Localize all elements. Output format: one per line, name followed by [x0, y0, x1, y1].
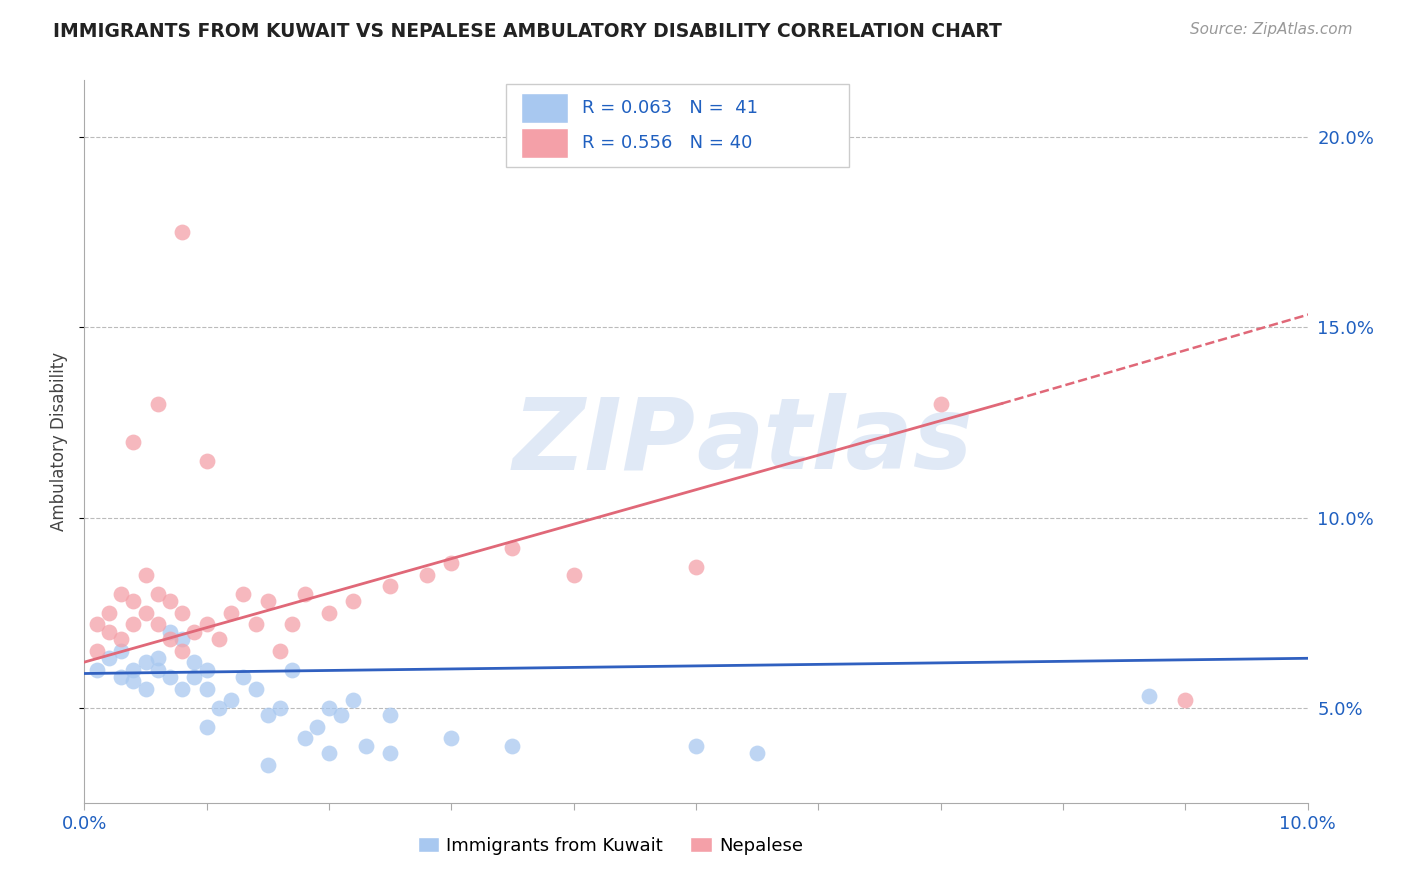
Point	[416, 567, 439, 582]
Point	[318, 606, 340, 620]
Point	[245, 617, 267, 632]
Point	[146, 617, 169, 632]
Point	[342, 693, 364, 707]
FancyBboxPatch shape	[522, 93, 568, 123]
Point	[172, 606, 194, 620]
Point	[232, 587, 254, 601]
Point	[232, 670, 254, 684]
Text: IMMIGRANTS FROM KUWAIT VS NEPALESE AMBULATORY DISABILITY CORRELATION CHART: IMMIGRANTS FROM KUWAIT VS NEPALESE AMBUL…	[53, 22, 1002, 41]
Legend: Immigrants from Kuwait, Nepalese: Immigrants from Kuwait, Nepalese	[411, 830, 810, 863]
Point	[159, 594, 181, 608]
Point	[110, 587, 132, 601]
Text: ZIP: ZIP	[513, 393, 696, 490]
Point	[110, 643, 132, 657]
Point	[294, 587, 316, 601]
Point	[208, 632, 231, 647]
Point	[257, 708, 280, 723]
Point	[110, 632, 132, 647]
Point	[1137, 690, 1160, 704]
Point	[172, 643, 194, 657]
Point	[281, 617, 304, 632]
Point	[269, 643, 291, 657]
Point	[122, 594, 145, 608]
Point	[172, 681, 194, 696]
Point	[86, 643, 108, 657]
Point	[342, 594, 364, 608]
Point	[122, 434, 145, 449]
Point	[172, 226, 194, 240]
Point	[305, 720, 328, 734]
Point	[135, 567, 157, 582]
Point	[269, 700, 291, 714]
Point	[281, 663, 304, 677]
Point	[195, 663, 218, 677]
Text: Source: ZipAtlas.com: Source: ZipAtlas.com	[1189, 22, 1353, 37]
Point	[219, 693, 242, 707]
Text: R = 0.556   N = 40: R = 0.556 N = 40	[582, 134, 752, 153]
Point	[183, 655, 205, 669]
Point	[122, 663, 145, 677]
Point	[183, 624, 205, 639]
Point	[146, 663, 169, 677]
Point	[257, 594, 280, 608]
Point	[318, 700, 340, 714]
Point	[146, 587, 169, 601]
Point	[562, 567, 585, 582]
Point	[380, 579, 402, 593]
Point	[747, 747, 769, 761]
FancyBboxPatch shape	[522, 128, 568, 158]
Point	[183, 670, 205, 684]
Point	[685, 560, 707, 574]
Point	[122, 617, 145, 632]
Point	[440, 731, 463, 746]
Point	[86, 617, 108, 632]
Point	[294, 731, 316, 746]
Point	[146, 651, 169, 665]
Point	[135, 655, 157, 669]
Point	[97, 606, 120, 620]
Point	[380, 708, 402, 723]
Point	[195, 681, 218, 696]
Point	[195, 453, 218, 467]
Point	[380, 747, 402, 761]
Point	[1174, 693, 1197, 707]
Point	[122, 674, 145, 689]
Point	[502, 541, 524, 555]
Point	[685, 739, 707, 753]
Point	[208, 700, 231, 714]
Point	[135, 606, 157, 620]
Point	[159, 624, 181, 639]
Point	[245, 681, 267, 696]
Point	[135, 681, 157, 696]
Point	[502, 739, 524, 753]
Point	[146, 396, 169, 410]
Point	[219, 606, 242, 620]
Point	[97, 624, 120, 639]
Y-axis label: Ambulatory Disability: Ambulatory Disability	[51, 352, 69, 531]
Point	[195, 617, 218, 632]
Point	[195, 720, 218, 734]
Point	[929, 396, 952, 410]
Point	[86, 663, 108, 677]
Point	[354, 739, 377, 753]
Text: R = 0.063   N =  41: R = 0.063 N = 41	[582, 99, 758, 117]
Point	[110, 670, 132, 684]
Point	[440, 556, 463, 570]
FancyBboxPatch shape	[506, 84, 849, 167]
Point	[318, 747, 340, 761]
Point	[172, 632, 194, 647]
Text: atlas: atlas	[696, 393, 973, 490]
Point	[159, 670, 181, 684]
Point	[257, 757, 280, 772]
Point	[159, 632, 181, 647]
Point	[330, 708, 353, 723]
Point	[97, 651, 120, 665]
